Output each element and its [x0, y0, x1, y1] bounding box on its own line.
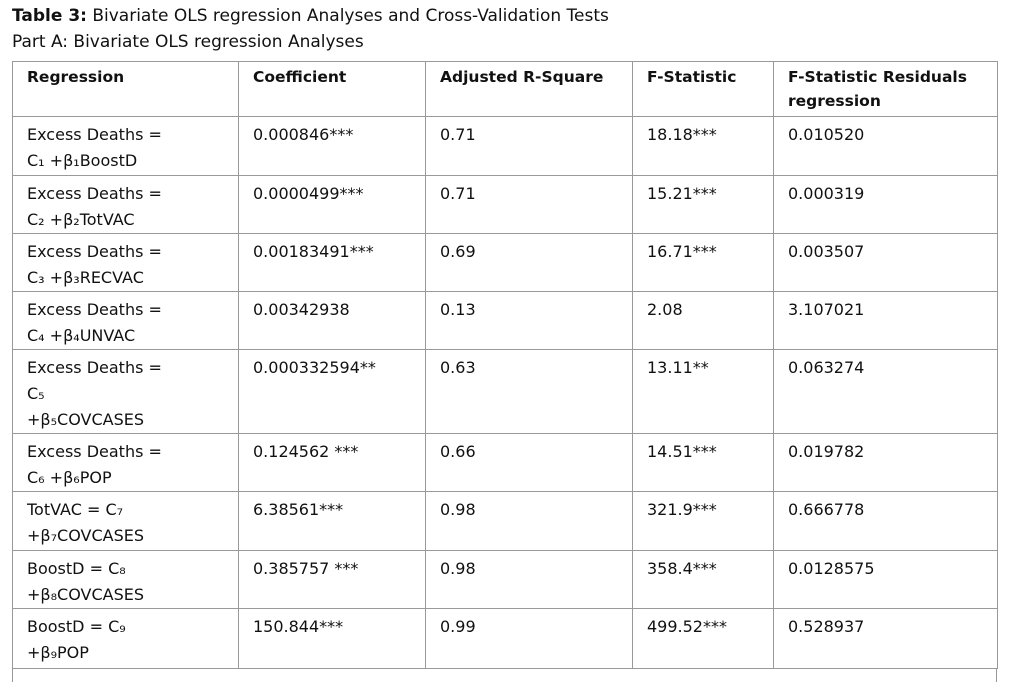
- table-cell: 0.00342938: [238, 291, 426, 350]
- table-cell: 0.66: [425, 433, 633, 492]
- table-cell: 0.000319: [773, 175, 998, 234]
- table-row: BoostD = C₈ +β₈COVCASES 0.385757 *** 0.98 35…: [12, 550, 998, 609]
- table-cell: 0.666778: [773, 491, 998, 551]
- table-cell: 0.00183491***: [238, 233, 426, 292]
- table-cell: 0.0128575: [773, 550, 998, 609]
- title-label: Table 3:: [12, 6, 87, 26]
- table-cell: 0.99: [425, 608, 633, 669]
- regression-line: +β₅COVCASES: [27, 410, 144, 429]
- regression-table: Regression Coefficient Adjusted R-Square F-…: [12, 61, 998, 669]
- table-cell: 0.385757 ***: [238, 550, 426, 609]
- regression-line: C₄ +β₄UNVAC: [27, 326, 136, 345]
- table-cell: 0.528937: [773, 608, 998, 669]
- table-cell: 13.11**: [632, 349, 774, 434]
- regression-line: BoostD = C₈: [27, 559, 126, 578]
- table-cell: 14.51***: [632, 433, 774, 492]
- regression-line: Excess Deaths =: [27, 184, 162, 203]
- table-cell: 0.13: [425, 291, 633, 350]
- regression-line: Excess Deaths =: [27, 442, 162, 461]
- regression-line: TotVAC = C₇: [27, 500, 124, 519]
- table-row: Excess Deaths = C₆ +β₆POP 0.124562 *** 0.66…: [12, 433, 998, 492]
- regression-cell: TotVAC = C₇ +β₇COVCASES: [12, 491, 239, 551]
- column-header: F-Statistic Residuals regression: [773, 61, 998, 117]
- table-row: Excess Deaths = C₂ +β₂TotVAC 0.0000499*** 0…: [12, 175, 998, 234]
- table-cell: 3.107021: [773, 291, 998, 350]
- header-line: regression: [788, 92, 881, 110]
- table-cell: 0.010520: [773, 116, 998, 176]
- table-cell: 0.000846***: [238, 116, 426, 176]
- regression-cell: Excess Deaths = C₂ +β₂TotVAC: [12, 175, 239, 234]
- regression-line: Excess Deaths =: [27, 300, 162, 319]
- table-cell: 0.71: [425, 116, 633, 176]
- table-cell: 150.844***: [238, 608, 426, 669]
- regression-line: Excess Deaths =: [27, 358, 162, 377]
- regression-cell: Excess Deaths = C₄ +β₄UNVAC: [12, 291, 239, 350]
- table-cell: 6.38561***: [238, 491, 426, 551]
- table-cell: 15.21***: [632, 175, 774, 234]
- column-header: Regression: [12, 61, 239, 117]
- table-cell: 0.000332594**: [238, 349, 426, 434]
- regression-line: C₆ +β₆POP: [27, 468, 112, 487]
- regression-line: BoostD = C₉: [27, 617, 126, 636]
- regression-line: C₁ +β₁BoostD: [27, 151, 138, 170]
- table-cell: 0.0000499***: [238, 175, 426, 234]
- table-row: Excess Deaths = C₃ +β₃RECVAC 0.00183491***…: [12, 233, 998, 292]
- column-header: F-Statistic: [632, 61, 774, 117]
- regression-cell: Excess Deaths = C₁ +β₁BoostD: [12, 116, 239, 176]
- table-row: Excess Deaths = C₄ +β₄UNVAC 0.00342938 0.13…: [12, 291, 998, 350]
- table-cell: 2.08: [632, 291, 774, 350]
- table-cell: 321.9***: [632, 491, 774, 551]
- table-row: TotVAC = C₇ +β₇COVCASES 6.38561*** 0.98 321.…: [12, 491, 998, 551]
- regression-line: C₂ +β₂TotVAC: [27, 210, 135, 229]
- regression-line: +β₇COVCASES: [27, 526, 144, 545]
- regression-line: Excess Deaths =: [27, 242, 162, 261]
- table-cell: 18.18***: [632, 116, 774, 176]
- column-header: Coefficient: [238, 61, 426, 117]
- header-row: Regression Coefficient Adjusted R-Square F-…: [12, 61, 998, 117]
- regression-line: C₃ +β₃RECVAC: [27, 268, 144, 287]
- table-cell: 0.063274: [773, 349, 998, 434]
- table-cell: 0.124562 ***: [238, 433, 426, 492]
- table-cell: 0.019782: [773, 433, 998, 492]
- table-row: Excess Deaths = C₅ +β₅COVCASES 0.000332594*…: [12, 349, 998, 434]
- table-cell: 0.98: [425, 491, 633, 551]
- table-cell: 16.71***: [632, 233, 774, 292]
- regression-line: C₅: [27, 384, 45, 403]
- regression-line: +β₈COVCASES: [27, 585, 144, 604]
- header-line: F-Statistic Residuals: [788, 68, 967, 86]
- table-cell: 0.69: [425, 233, 633, 292]
- table-row: BoostD = C₉ +β₉POP 150.844*** 0.99 499.52***…: [12, 608, 998, 669]
- regression-cell: Excess Deaths = C₃ +β₃RECVAC: [12, 233, 239, 292]
- table-row: Excess Deaths = C₁ +β₁BoostD 0.000846*** 0.…: [12, 116, 998, 176]
- table-cell: 0.71: [425, 175, 633, 234]
- regression-line: Excess Deaths =: [27, 125, 162, 144]
- column-header: Adjusted R-Square: [425, 61, 633, 117]
- table-cell: 499.52***: [632, 608, 774, 669]
- table-cell: 0.003507: [773, 233, 998, 292]
- title-text: Bivariate OLS regression Analyses and Cr…: [92, 6, 609, 26]
- table-continuation: [12, 668, 997, 682]
- regression-line: +β₉POP: [27, 643, 89, 662]
- regression-cell: Excess Deaths = C₅ +β₅COVCASES: [12, 349, 239, 434]
- regression-cell: BoostD = C₉ +β₉POP: [12, 608, 239, 669]
- table-cell: 0.63: [425, 349, 633, 434]
- table-cell: 0.98: [425, 550, 633, 609]
- subtitle: Part A: Bivariate OLS regression Analyse…: [12, 32, 364, 52]
- table-title: Table 3: Bivariate OLS regression Analys…: [12, 6, 609, 26]
- table-cell: 358.4***: [632, 550, 774, 609]
- regression-cell: Excess Deaths = C₆ +β₆POP: [12, 433, 239, 492]
- table-body: Excess Deaths = C₁ +β₁BoostD 0.000846*** 0.…: [12, 116, 998, 669]
- regression-cell: BoostD = C₈ +β₈COVCASES: [12, 550, 239, 609]
